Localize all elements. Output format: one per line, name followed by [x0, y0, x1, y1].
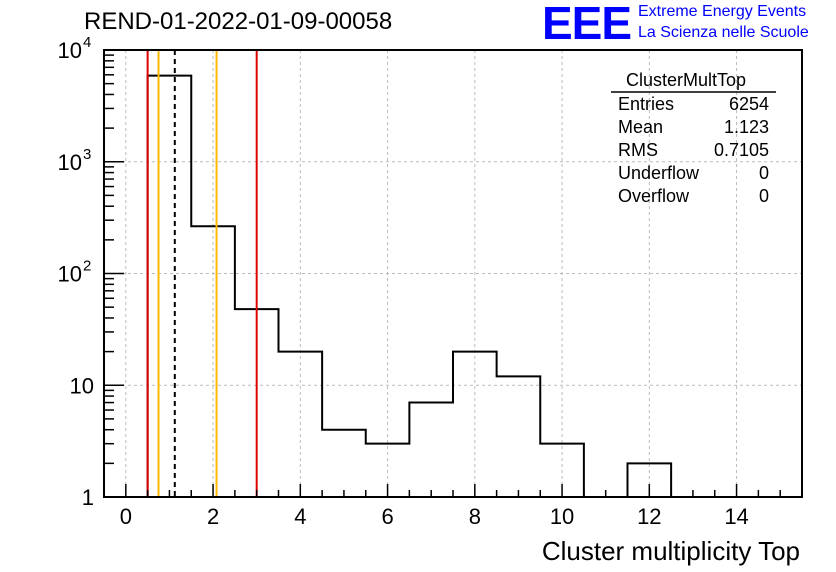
x-tick-label: 14 [724, 504, 748, 529]
y-tick-label: 10 2 [58, 258, 92, 287]
x-tick-label: 12 [637, 504, 661, 529]
y-tick-exponent: 3 [83, 146, 91, 163]
stats-label: Mean [618, 117, 663, 137]
stats-label: Overflow [618, 186, 690, 206]
x-tick-label: 2 [207, 504, 219, 529]
stats-title: ClusterMultTop [626, 70, 746, 90]
stats-label: RMS [618, 140, 658, 160]
x-tick-label: 0 [120, 504, 132, 529]
eee-logo: EEE [542, 0, 632, 49]
histogram-bin [409, 403, 453, 497]
histogram-bin [453, 352, 497, 497]
y-tick-exponent: 2 [83, 258, 91, 275]
axis-ticks [103, 49, 803, 498]
histogram-bin [148, 76, 192, 497]
marker-lines [146, 50, 258, 497]
y-tick-base: 10 [70, 373, 94, 398]
stats-value: 1.123 [724, 117, 769, 137]
y-tick-base: 10 [58, 38, 82, 63]
y-tick-base: 10 [58, 262, 82, 287]
stats-value: 0.7105 [714, 140, 769, 160]
y-tick-base: 10 [58, 150, 82, 175]
histogram-bin [191, 226, 235, 497]
histogram-outline [146, 74, 802, 498]
x-tick-label: 8 [469, 504, 481, 529]
histogram-bin [279, 352, 323, 497]
x-tick-label: 4 [294, 504, 306, 529]
histogram-bars [146, 74, 802, 498]
chart-title: REND-01-2022-01-09-00058 [84, 8, 393, 35]
stats-label: Entries [618, 94, 674, 114]
stats-value: 6254 [729, 94, 769, 114]
x-tick-label: 6 [381, 504, 393, 529]
y-tick-label: 10 4 [58, 34, 92, 63]
y-tick-base: 1 [82, 485, 94, 510]
stats-box: ClusterMultTop Entries 6254 Mean 1.123 RMS 0.7… [611, 70, 776, 206]
x-tick-labels: 0 2 4 6 8 10 12 14 [120, 504, 749, 529]
stats-value: 0 [759, 163, 769, 183]
logo-subtitle-line1: Extreme Energy Events [638, 3, 807, 20]
y-tick-label: 10 [70, 373, 94, 398]
logo-subtitle-line2: La Scienza nelle Scuole [638, 24, 809, 41]
stats-label: Underflow [618, 163, 700, 183]
histogram-bin [322, 430, 366, 497]
y-tick-label: 1 [82, 485, 94, 510]
x-axis-label: Cluster multiplicity Top [542, 536, 800, 566]
y-tick-exponent: 4 [83, 34, 91, 51]
y-tick-label: 10 3 [58, 146, 92, 175]
grid-lines [104, 50, 802, 497]
stats-value: 0 [759, 186, 769, 206]
x-tick-label: 10 [550, 504, 574, 529]
histogram-bin [497, 376, 541, 497]
